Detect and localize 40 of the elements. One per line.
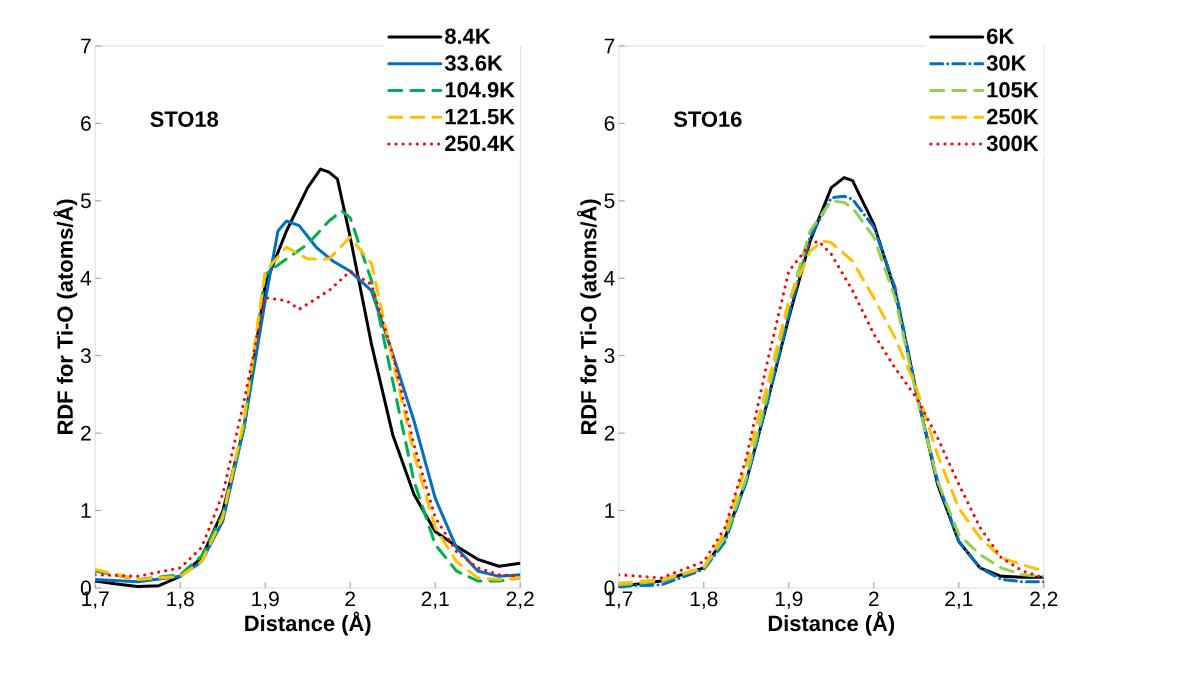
- legend-label: 250K: [986, 108, 1039, 125]
- x-axis-title: Distance (Å): [768, 611, 895, 636]
- legend-label: 105K: [987, 82, 1039, 98]
- y-tick-label: 5: [604, 193, 615, 209]
- legend-label: 6K: [987, 28, 1015, 45]
- text: STO16: [673, 111, 742, 127]
- x-tick-label: 1,9: [252, 591, 279, 609]
- y-tick-label: 7: [81, 38, 91, 54]
- x-tick-label: 1,9: [775, 591, 803, 609]
- y-tick-label: 7: [604, 38, 615, 54]
- y-tick-label: 1: [81, 503, 91, 518]
- legend-label: 121.5K: [445, 108, 515, 125]
- legend-label: 104.9K: [445, 82, 515, 98]
- x-tick-label: 2,2: [506, 591, 534, 609]
- y-tick-label: 3: [604, 348, 615, 364]
- legend-label: 250.4K: [445, 135, 515, 152]
- y-tick-label: 2: [81, 425, 91, 441]
- x-tick-label: 1,8: [690, 591, 718, 609]
- y-tick-label: 1: [605, 503, 615, 518]
- y-tick-label: 4: [80, 271, 92, 286]
- x-tick-label: 2: [345, 591, 355, 607]
- x-axis-title: Distance (Å): [245, 611, 371, 636]
- text: STO18: [150, 111, 219, 127]
- y-tick-label: 4: [604, 271, 615, 286]
- y-tick-label: 2: [604, 425, 615, 441]
- x-tick-label: 2,1: [421, 591, 449, 609]
- y-tick-label: 6: [604, 116, 615, 131]
- x-tick-label: 1,8: [167, 591, 194, 609]
- y-tick-label: 5: [80, 193, 91, 209]
- y-axis-title: RDF for Ti-O (atoms/Å): [53, 199, 78, 435]
- x-tick-label: 2,2: [1030, 591, 1058, 609]
- y-tick-label: 3: [80, 348, 91, 364]
- y-axis-title: RDF for Ti-O (atoms/Å): [576, 199, 601, 435]
- legend-label: 8.4K: [445, 28, 491, 45]
- legend-label: 30K: [986, 55, 1027, 71]
- legend-label: 300K: [986, 135, 1039, 152]
- x-tick-label: 2: [869, 591, 879, 607]
- y-tick-label: 6: [81, 116, 91, 131]
- x-tick-label: 2,1: [945, 591, 973, 609]
- legend-label: 33.6K: [444, 55, 503, 71]
